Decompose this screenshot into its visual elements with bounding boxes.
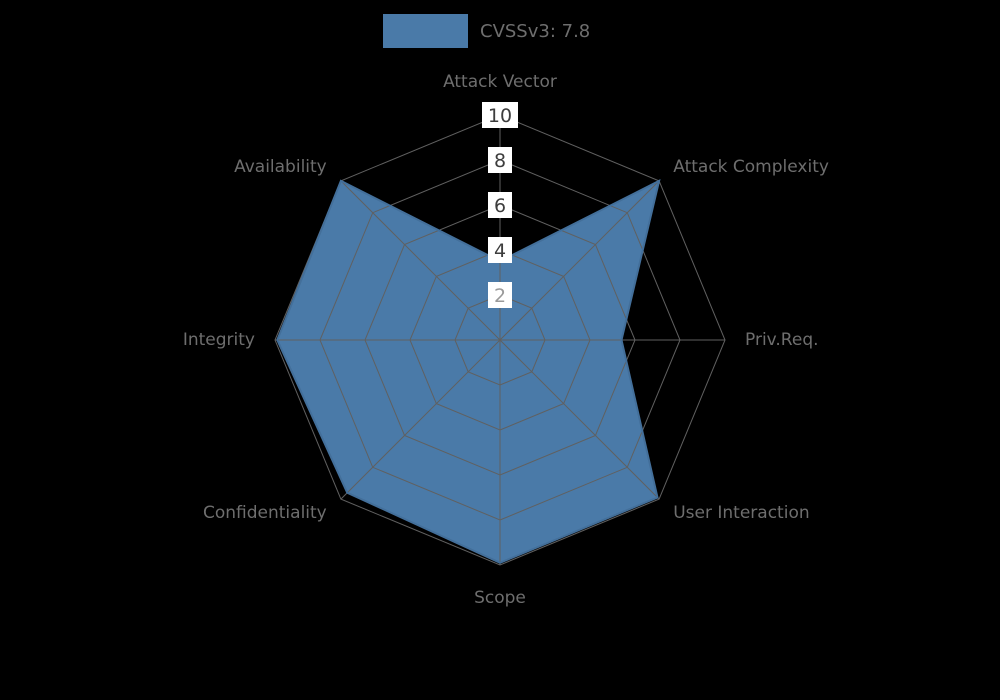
legend: CVSSv3: 7.8 xyxy=(383,14,590,48)
tick-label: 4 xyxy=(494,240,506,262)
grid-spoke xyxy=(499,180,660,341)
grid-spoke xyxy=(340,180,501,341)
axis-label-attack-vector: Attack Vector xyxy=(443,72,557,92)
axis-label-confidentiality: Confidentiality xyxy=(203,503,327,523)
cvss-polygon-outline xyxy=(276,179,661,564)
legend-swatch xyxy=(383,14,468,48)
grid-spoke xyxy=(340,339,501,500)
tick-label: 2 xyxy=(494,285,506,307)
tick-box xyxy=(482,102,518,128)
axis-label-integrity: Integrity xyxy=(183,330,255,350)
legend-label: CVSSv3: 7.8 xyxy=(480,20,591,42)
tick-box xyxy=(488,282,512,308)
axis-label-scope: Scope xyxy=(474,588,526,608)
axis-label-priv-req: Priv.Req. xyxy=(745,330,819,350)
axis-label-user-interaction: User Interaction xyxy=(673,503,809,523)
tick-box xyxy=(488,192,512,218)
tick-label: 6 xyxy=(494,195,506,217)
axis-label-availability: Availability xyxy=(234,157,327,177)
tick-box xyxy=(488,237,512,263)
tick-label: 8 xyxy=(494,150,506,172)
grid-spoke xyxy=(499,339,660,500)
tick-box xyxy=(488,147,512,173)
axis-label-attack-complexity: Attack Complexity xyxy=(673,157,829,177)
tick-label: 10 xyxy=(488,105,512,127)
